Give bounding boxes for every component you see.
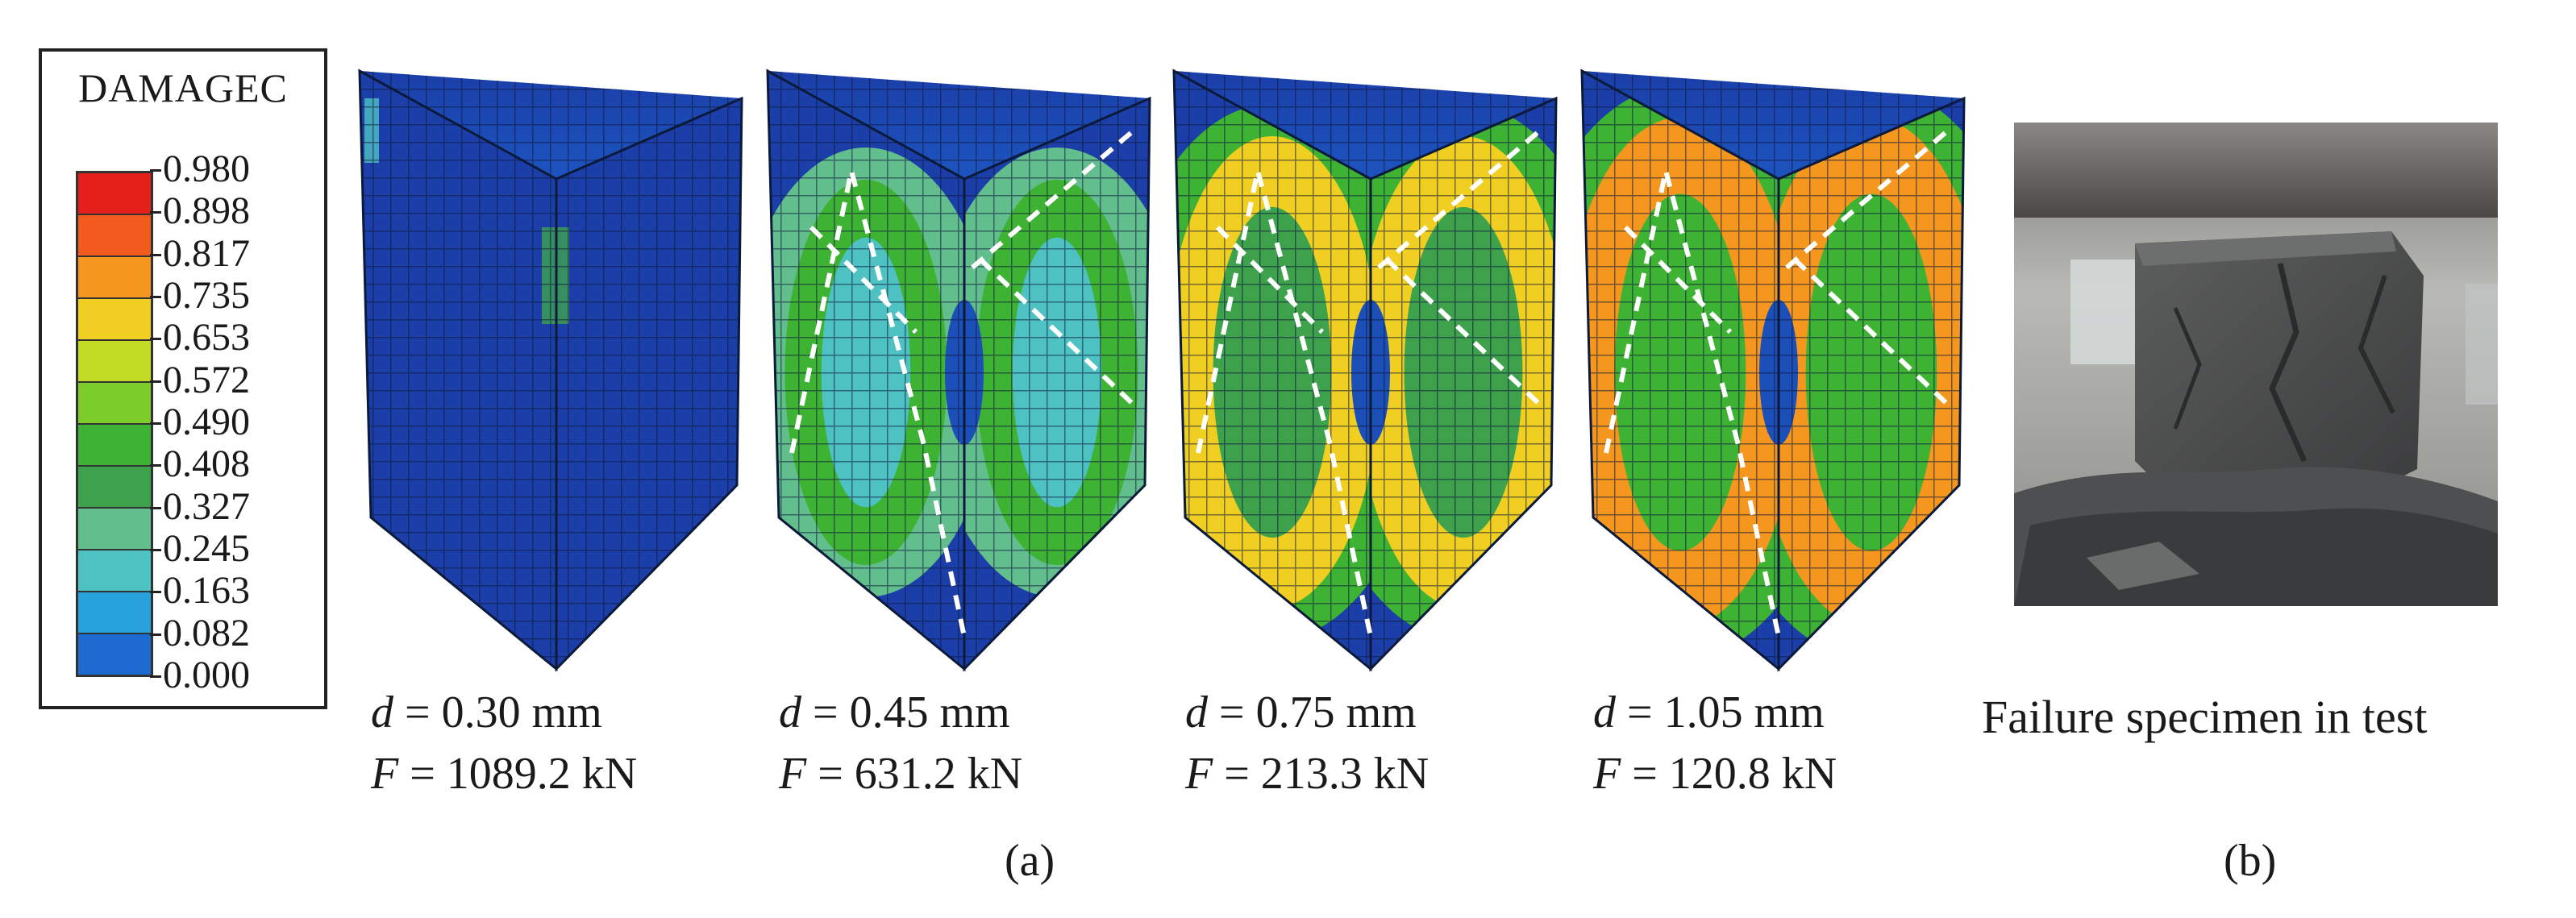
variable-symbol: d xyxy=(1185,687,1208,737)
force-caption: F = 120.8 kN xyxy=(1593,748,1837,800)
legend-tick-label: 0.163 xyxy=(150,569,250,613)
legend-swatch xyxy=(78,550,151,592)
panel-a-label: (a) xyxy=(1005,836,1055,886)
legend-swatch xyxy=(78,215,151,257)
fem-prism-model xyxy=(1172,69,1558,672)
legend-swatch xyxy=(78,467,151,509)
variable-symbol: F xyxy=(779,749,807,799)
displacement-caption: d = 1.05 mm xyxy=(1593,687,1825,738)
variable-symbol: d xyxy=(779,687,801,737)
legend-swatch xyxy=(78,341,151,383)
variable-symbol: d xyxy=(1593,687,1616,737)
failure-specimen-photo xyxy=(2014,123,2498,606)
legend-tick-label: 0.490 xyxy=(150,401,250,443)
displacement-caption: d = 0.30 mm xyxy=(371,687,602,738)
legend-tick-label: 0.980 xyxy=(150,147,250,190)
legend-swatch xyxy=(78,299,151,341)
legend-swatch xyxy=(78,173,151,215)
variable-symbol: F xyxy=(1593,749,1621,799)
damage-legend: DAMAGEC 0.980 0.898 0.817 0.735 0.653 0.572 0.… xyxy=(39,48,327,709)
legend-color-bar xyxy=(76,171,153,677)
legend-tick-label: 0.817 xyxy=(150,231,250,275)
force-caption: F = 1089.2 kN xyxy=(371,748,637,800)
variable-value: = 1089.2 kN xyxy=(398,749,638,799)
variable-value: = 120.8 kN xyxy=(1621,749,1837,799)
legend-tick-label: 0.327 xyxy=(150,484,250,528)
displacement-caption: d = 0.75 mm xyxy=(1185,687,1417,738)
legend-tick-label: 0.000 xyxy=(150,654,250,696)
crack-path xyxy=(789,128,1136,638)
variable-value: = 0.45 mm xyxy=(801,687,1010,737)
variable-value: = 1.05 mm xyxy=(1616,687,1825,737)
force-caption: F = 631.2 kN xyxy=(779,748,1022,800)
legend-tick-label: 0.408 xyxy=(150,442,250,486)
legend-swatch xyxy=(78,383,151,425)
crack-path xyxy=(1196,128,1542,638)
variable-symbol: d xyxy=(371,687,393,737)
variable-symbol: F xyxy=(371,749,399,799)
variable-value: = 0.75 mm xyxy=(1208,687,1417,737)
legend-tick-label: 0.653 xyxy=(150,316,250,359)
panel-b-label: (b) xyxy=(2224,836,2277,886)
legend-swatch xyxy=(78,634,151,675)
variable-symbol: F xyxy=(1185,749,1213,799)
legend-swatch xyxy=(78,425,151,467)
legend-swatch xyxy=(78,509,151,550)
legend-title: DAMAGEC xyxy=(78,65,288,110)
legend-tick-label: 0.898 xyxy=(150,189,250,233)
legend-swatch xyxy=(78,592,151,634)
photo-caption: Failure specimen in test xyxy=(1982,691,2428,743)
legend-tick-label: 0.735 xyxy=(150,274,250,317)
legend-tick-label: 0.572 xyxy=(150,358,250,401)
variable-value: = 213.3 kN xyxy=(1213,749,1429,799)
crack-path xyxy=(1604,128,1950,638)
legend-tick-label: 0.082 xyxy=(150,611,250,654)
displacement-caption: d = 0.45 mm xyxy=(779,687,1010,738)
fem-prism-model xyxy=(358,69,743,672)
force-caption: F = 213.3 kN xyxy=(1185,748,1429,800)
fem-prism-model xyxy=(766,69,1151,672)
legend-tick-label: 0.245 xyxy=(150,527,250,570)
variable-value: = 0.30 mm xyxy=(393,687,602,737)
fem-prism-model xyxy=(1580,69,1966,672)
legend-swatch xyxy=(78,257,151,299)
variable-value: = 631.2 kN xyxy=(806,749,1023,799)
